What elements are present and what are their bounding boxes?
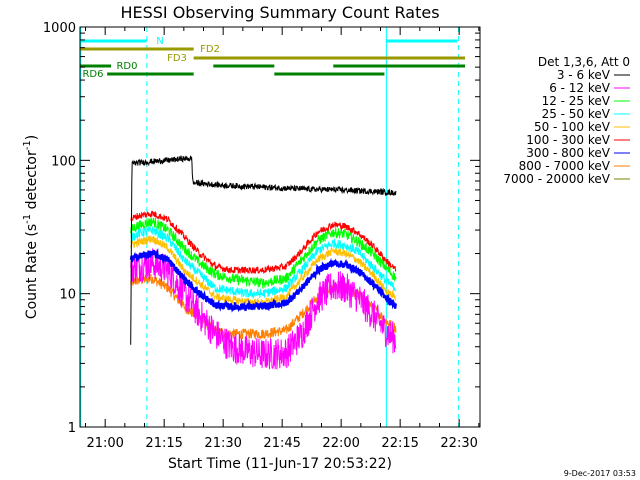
- legend-entry-label: 3 - 6 keV: [557, 68, 611, 82]
- y-axis: 1 10 100 1000: [43, 21, 480, 436]
- annotation-label-RD0: RD0: [116, 61, 137, 72]
- annotation-label-FD2: FD2: [200, 44, 220, 55]
- x-tick-label: 21:30: [204, 436, 241, 451]
- legend-entry-label: 12 - 25 keV: [542, 94, 611, 108]
- plot-frame: [79, 26, 481, 428]
- legend-entry-label: 100 - 300 keV: [526, 133, 610, 147]
- annotation-label-N: N: [156, 36, 163, 47]
- y-tick-label: 1: [68, 421, 76, 436]
- legend-title: Det 1,3,6, Att 0: [538, 55, 630, 69]
- legend-entry-label: 800 - 7000 keV: [519, 159, 611, 173]
- y-axis-label-superscript: -1: [22, 214, 33, 224]
- y-tick-label: 100: [51, 154, 76, 169]
- series-line-3-6keV: [130, 154, 397, 345]
- y-axis-label: Count Rate (s-1 detector-1): [22, 135, 40, 319]
- series-group: [129, 154, 397, 370]
- annotation-label-RD6: RD6: [82, 69, 103, 80]
- series-line-300-800keV: [129, 247, 397, 313]
- legend-entry-label: 7000 - 20000 keV: [503, 172, 610, 186]
- x-tick-label: 21:45: [263, 436, 300, 451]
- x-tick-label: 22:00: [322, 436, 359, 451]
- y-axis-label-part: detector: [24, 150, 40, 214]
- series-line-6-12keV: [130, 248, 397, 370]
- y-axis-label-superscript: -1: [22, 140, 33, 150]
- legend-entry-label: 6 - 12 keV: [549, 81, 611, 95]
- footer-date: 9-Dec-2017 03:53: [564, 469, 636, 478]
- series-line-12-25keV: [130, 216, 397, 289]
- legend-entry-label: 50 - 100 keV: [534, 120, 611, 134]
- x-axis-label: Start Time (11-Jun-17 20:53:22): [168, 456, 392, 472]
- y-axis-label-part: Count Rate (s: [24, 224, 40, 319]
- x-tick-label: 21:00: [86, 436, 123, 451]
- x-tick-label: 22:30: [440, 436, 477, 451]
- y-tick-label: 1000: [43, 21, 76, 36]
- chart-title: HESSI Observing Summary Count Rates: [120, 3, 439, 22]
- series-line-100-300keV: [130, 210, 397, 275]
- legend-entry-label: 25 - 50 keV: [542, 107, 611, 121]
- x-tick-label: 22:15: [381, 436, 418, 451]
- y-tick-label: 10: [59, 288, 76, 303]
- y-axis-label-part: ): [24, 135, 40, 140]
- x-tick-label: 21:15: [145, 436, 182, 451]
- x-axis: 21:00 21:15 21:30 21:45 22:00 22:15 22:30: [85, 27, 480, 451]
- attenuator-annotations: N FD2 FD3 RD0 RD6: [80, 36, 466, 80]
- legend-entry-label: 300 - 800 keV: [526, 146, 610, 160]
- annotation-label-FD3: FD3: [167, 53, 187, 64]
- series-line-25-50keV: [130, 226, 397, 299]
